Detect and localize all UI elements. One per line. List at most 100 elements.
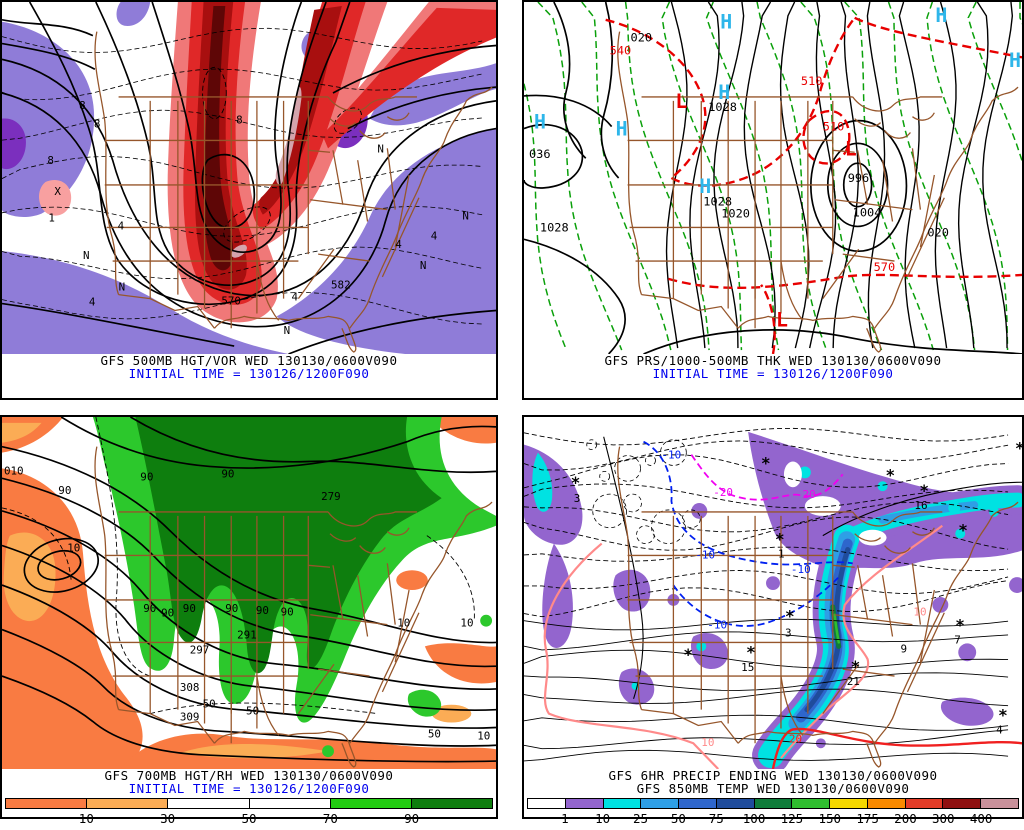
map-label: 10 [477,729,490,742]
pressure-center-H: H [699,175,711,198]
map-label: 540 [610,43,632,57]
snow-marker-icon: * [958,521,968,540]
colorbar-segment [830,799,868,808]
temp-solid-contours [524,618,1009,762]
map-label: 297 [190,643,210,656]
colorbar-segment [867,799,906,808]
colorbar-segment [641,799,680,808]
snow-marker-icon: * [683,645,693,664]
colorbar-segment [603,799,642,808]
colorbar-segment [249,799,331,808]
map-label: 9 [900,642,907,655]
pressure-center-H: H [720,11,732,34]
colorbar-segment [792,799,831,808]
map-label: N [377,142,384,155]
map-label: 90 [225,602,238,615]
map-label: 10 [397,617,410,630]
precip-colorbar: 1 10 25 50 75 100 125 150 175 200 300 400 [527,798,1019,830]
map-label: 279 [321,490,341,503]
rh-colorbar: 10 30 50 70 90 [5,798,493,830]
temp-minus10-line [643,440,853,627]
caption-700mb: GFS 700MB HGT/RH WED 130130/0600V090 INIT… [2,769,496,795]
map-labels: *3****16*1***3*15*219*7*4-10-10-10-10-20… [571,439,1022,750]
map-label: 570 [221,295,241,308]
precip-colorbar-strip [527,798,1019,809]
snow-marker-icon: * [785,607,795,626]
map-label: 020 [927,225,949,239]
map-label: -20 [713,486,733,499]
map-label: N [420,259,427,272]
thickness-red-contours [605,16,1022,354]
map-label: 1028 [540,220,569,234]
temp-zero-lines [603,436,1022,699]
map-label: 582 [331,279,351,292]
caption-thickness: GFS PRS/1000-500MB THK WED 130130/0600V0… [524,354,1022,380]
colorbar-segment [411,799,493,808]
map-label: 90 [221,467,234,480]
colorbar-segment [87,799,169,808]
map-label: 1028 [703,195,732,209]
map-label: 308 [180,681,200,694]
snow-marker-icon: * [1015,439,1022,458]
map-label: 996 [848,171,870,185]
temp-minus20-line [690,454,844,501]
panel-prs-thickness: 020 540 H H H 510 H L 1028 H H 510 L 036 996 H 1028 1020 1… [522,0,1024,400]
temp-plus20-red-line [771,727,1022,769]
terrain-contour-noise [586,439,701,544]
colorbar-segment [330,799,412,808]
map-label: 90 [140,470,153,483]
map-label: 10 [460,617,473,630]
caption-line1: GFS 700MB HGT/RH WED 130130/0600V090 [104,768,394,783]
panel-700mb-hgt-rh: 010 90 90 90 279 10 90 90 90 90 90 90 297 291 308 50 309… [0,415,498,826]
map-label: 4 [395,238,402,251]
map-label: 10 [701,736,714,749]
snow-marker-icon: * [998,706,1008,725]
caption-precip: GFS 6HR PRECIP ENDING WED 130130/0600V09… [524,769,1022,795]
colorbar-segment [679,799,717,808]
panel-500mb-hgt-vor: 8 8 8 X 1 4 N N 4 570 582 4 N N 4 4 N 8 N GFS 500MB HGT/VO… [0,0,498,400]
map-label: 90 [183,602,196,615]
temp-dashed-contours [524,427,1009,618]
map-label: 1028 [708,100,737,114]
map-label: X [54,185,61,198]
snow-marker-icon: * [775,530,785,549]
pressure-center-H: H [616,118,628,141]
isobar-features [524,2,1022,354]
map-label: 3 [785,627,792,640]
map-label: 15 [741,661,754,674]
pressure-center-L: L [845,137,857,160]
caption-line2: INITIAL TIME = 130126/1200F090 [652,366,894,381]
map-label: 50 [246,705,259,718]
map-label: 4 [996,723,1003,736]
snow-marker-icon: * [919,481,929,500]
map-label: 1020 [721,207,750,221]
colorbar-segment [981,799,1018,808]
map-label: 90 [161,607,174,620]
rh-light-orange-shading [2,422,472,759]
map-label: 10 [913,606,926,619]
temp-plus10-pink-line [543,524,943,769]
map-label: N [119,281,126,294]
snow-marker-icon: * [761,453,771,472]
map-label: 90 [281,606,294,619]
map-label: 50 [203,698,216,711]
map-label: 010 [4,464,24,477]
map-label: 309 [180,711,200,724]
map-label: -10 [661,449,681,462]
snow-marker-icon: * [851,657,861,676]
colorbar-segment [528,799,566,808]
colorbar-segment [716,799,755,808]
vorticity-dashed-contours [2,27,483,325]
map-label: 4 [89,296,96,309]
precip-cyan-patches [532,452,1000,690]
map-label: 8 [47,154,54,167]
snow-marker-icon: * [955,616,965,635]
pressure-center-H: H [1009,49,1021,72]
map-label: 1 [48,212,55,225]
map-label: 4 [291,291,298,304]
map-label: 8 [79,99,86,112]
